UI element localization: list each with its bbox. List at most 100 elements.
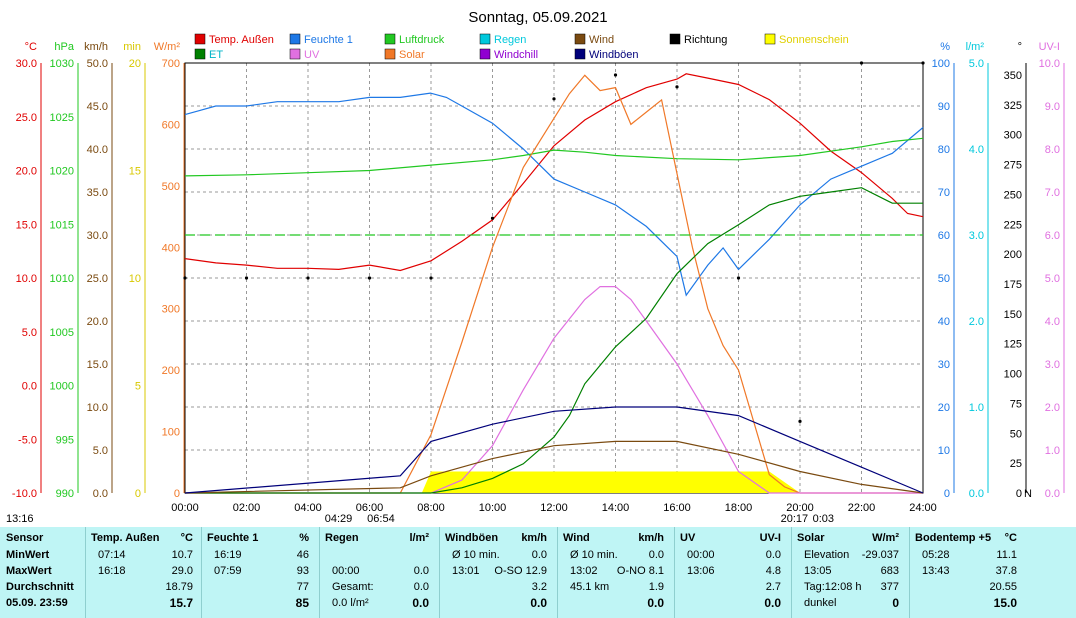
x-tick-label: 02:00 [233,502,261,514]
legend-label: Regen [494,34,526,46]
tick-label-dir: 125 [1004,339,1022,351]
tick-label-temp: 15.0 [16,219,37,231]
sunrise-time-a: 04:29 [325,513,353,525]
legend-swatch [479,48,491,60]
legend-label: Sonnenschein [779,34,849,46]
tick-label-hum: 60 [938,230,950,242]
richtung-point [921,61,925,65]
tick-label-rain: 4.0 [969,144,984,156]
tick-label-temp: 5.0 [22,327,37,339]
cell-value: 0.0 [412,596,429,610]
cell-value: 0.0 [530,596,547,610]
table-separator [201,527,202,618]
series-temp-au-en [184,73,924,272]
section-header: Windböen [445,532,499,544]
richtung-point [183,276,187,280]
cell-value: O-NO 8.1 [616,565,664,577]
tick-label-wind: 20.0 [87,316,108,328]
cell-label: 16:18 [98,565,126,577]
tick-label-temp: -5.0 [18,434,37,446]
chart-title: Sonntag, 05.09.2021 [468,9,607,26]
tick-label-dir: 350 [1004,70,1022,82]
section-header: Feuchte 1 [207,532,259,544]
tick-label-hum: 10 [938,445,950,457]
richtung-point [429,276,433,280]
weather-chart: Sonntag, 05.09.2021 Temp. Außen Feuchte 1… [6,9,1065,525]
series-et [185,187,923,494]
cell-label: 16:19 [214,549,242,561]
cell-label: Gesamt: [332,581,374,593]
cell-label: 13:01 [452,565,480,577]
richtung-point [490,216,495,220]
cell-label: Ø 10 min. [570,549,618,561]
tick-label-solar: 600 [162,119,180,131]
legend-label: Luftdruck [399,34,445,46]
section-header: Bodentemp +5 [915,532,992,544]
x-tick-label: 20:00 [786,502,814,514]
axis-unit-wind: km/h [84,41,108,53]
tick-label-hum: 30 [938,359,950,371]
table-separator [557,527,558,618]
legend-swatch [574,48,586,60]
legend-label: UV [304,49,320,61]
legend-swatch [194,33,206,45]
tick-label-press: 995 [56,434,74,446]
cell-value: -29.037 [861,549,899,561]
time-marker-left: 13:16 [6,513,34,525]
cell-label: Ø 10 min. [452,549,500,561]
cell-label: 05:28 [922,549,950,561]
legend-label: Windböen [589,49,639,61]
axis-unit-min: min [123,41,141,53]
y-axes: °C 30.0 25.0 20.0 15.0 10.0 5.0 0.0 -5.0 -10.0 hPa… [12,41,1065,500]
table-separator [674,527,675,618]
row-label: MinWert [6,549,50,561]
tick-label-solar: 200 [162,365,180,377]
tick-label-press: 1015 [50,219,74,231]
section-header: Wind [563,532,590,544]
cell-label: Tag:12:08 h [804,581,862,593]
richtung-point [859,61,864,65]
legend-swatch [479,33,491,45]
series-luftdruck [184,137,924,177]
tick-label-rain: 2.0 [969,316,984,328]
tick-label-press: 1030 [50,58,74,70]
axis-unit-hum: % [940,41,950,53]
legend-swatch [289,48,301,60]
row-label: Durchschnitt [6,581,74,593]
tick-label-uv: 5.0 [1045,273,1060,285]
tick-label-uv: 10.0 [1039,58,1060,70]
tick-label-wind: 0.0 [93,488,108,500]
row-label: 05.09. 23:59 [6,597,68,609]
axis-unit-temp: °C [25,41,37,53]
cell-value: 0.0 [531,549,547,561]
legend-swatch [194,48,206,60]
tick-label-min: 20 [129,58,141,70]
tick-label-hum: 0 [944,488,950,500]
section-unit: km/h [638,532,664,544]
cell-value: 0.0 [764,596,781,610]
cell-value: 4.8 [765,565,781,577]
cell-value: 1.9 [648,581,664,593]
legend-label: Windchill [494,49,538,61]
statistics-table: Sensor MinWert MaxWert Durchschnitt 05.09. 2… [0,527,1076,618]
cell-label: 13:43 [922,565,950,577]
axis-unit-uv: UV-I [1039,41,1060,53]
legend-swatch [764,33,776,45]
tick-label-temp: 20.0 [16,166,37,178]
legend-label: Feuchte 1 [304,34,353,46]
tick-label-uv: 4.0 [1045,316,1060,328]
tick-label-wind: 45.0 [87,101,108,113]
tick-label-press: 1020 [50,166,74,178]
cell-value: 0.0 [413,565,429,577]
tick-label-temp: 25.0 [16,112,37,124]
tick-label-uv: 0.0 [1045,488,1060,500]
cell-label: 00:00 [332,565,360,577]
cell-value: 2.7 [765,581,781,593]
sunset-time-b: 0:03 [813,513,834,525]
tick-label-wind: 35.0 [87,187,108,199]
tick-label-hum: 50 [938,273,950,285]
section-unit: l/m² [409,532,429,544]
richtung-point [613,73,618,77]
x-tick-label: 04:00 [294,502,322,514]
cell-label: 13:06 [687,565,715,577]
